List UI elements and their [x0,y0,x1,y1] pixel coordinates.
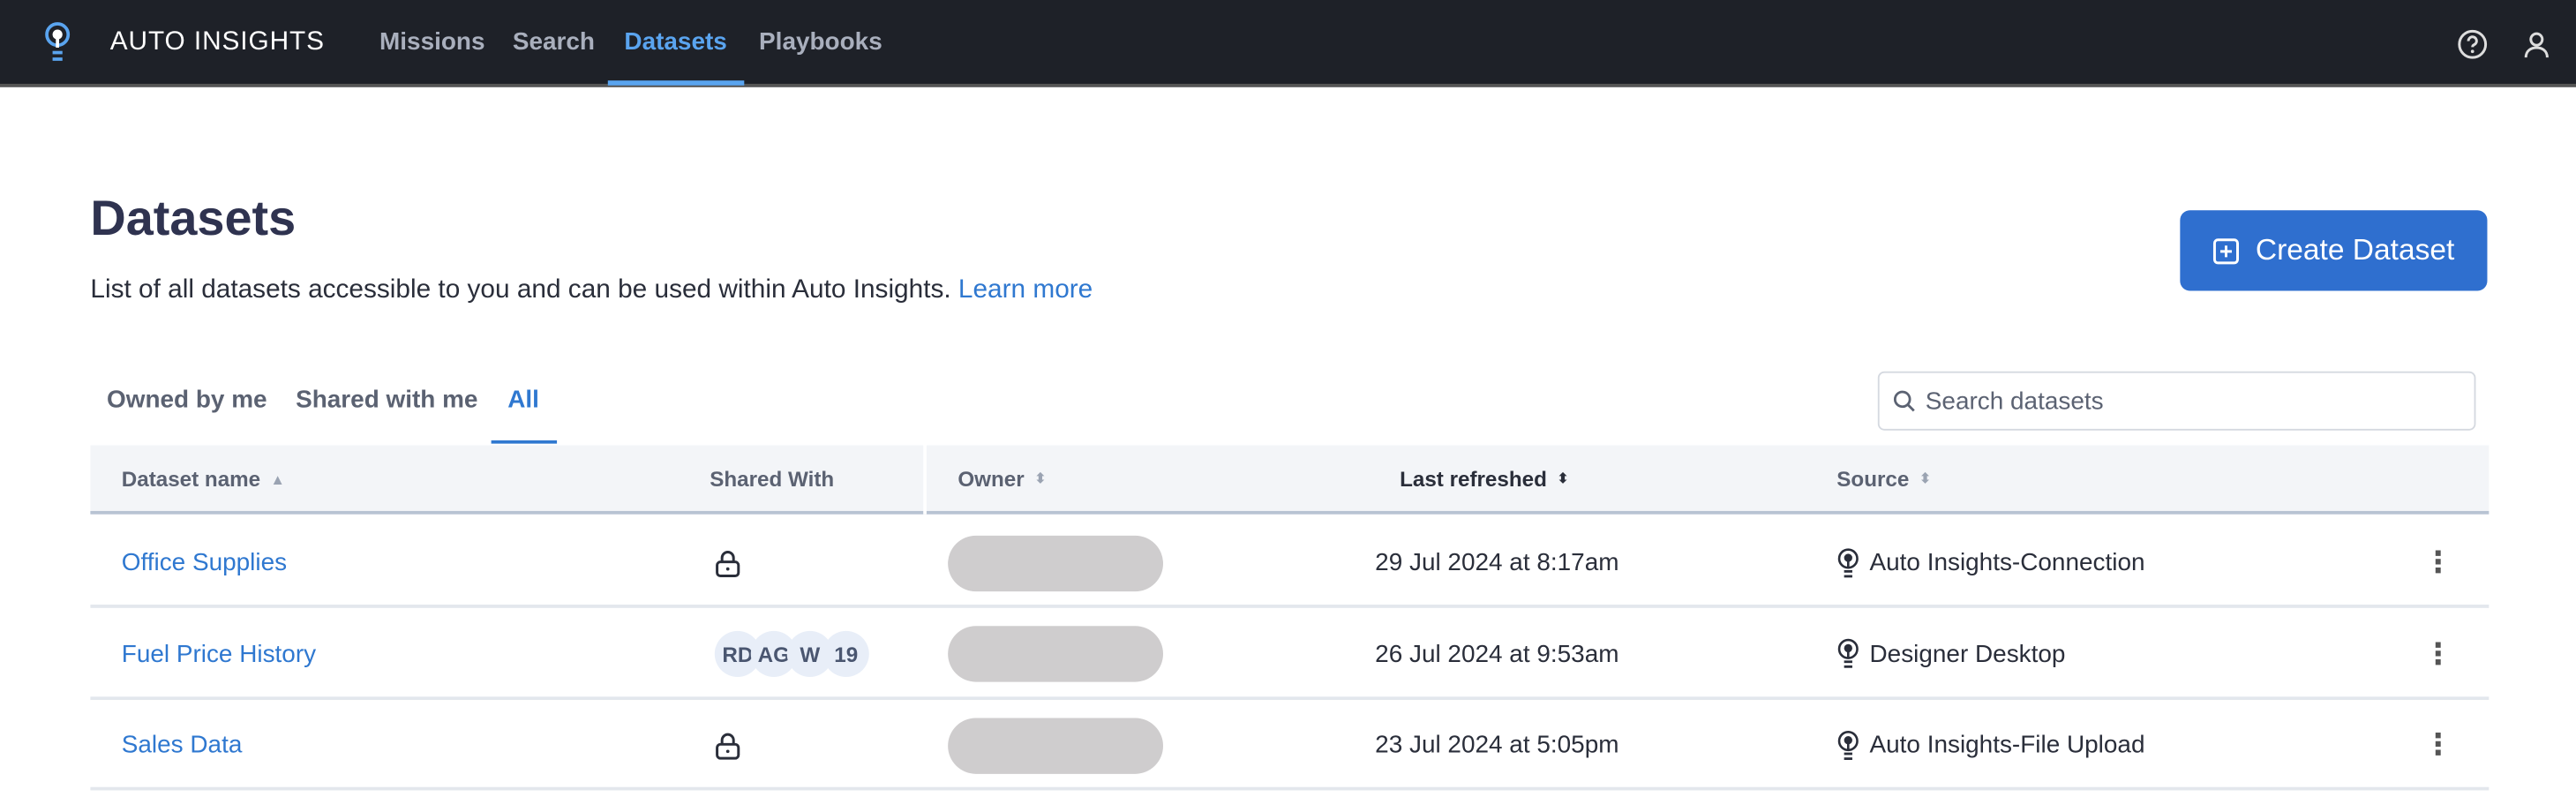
user-avatar[interactable]: AG [750,630,797,677]
plus-square-icon [2212,237,2239,264]
source-cell: Designer Desktop [1836,609,2065,699]
user-avatar[interactable]: 19 [822,630,869,677]
nav-missions[interactable]: Missions [379,27,485,56]
nav-playbooks[interactable]: Playbooks [759,27,882,56]
column-owner[interactable]: Owner ⬍ [958,467,1047,492]
table-row[interactable]: Fuel Price History RD AG W 19 26 Jul 2024 a… [90,609,2490,700]
owner-cell [948,609,1164,699]
owner-cell [948,517,1164,607]
last-refreshed: 23 Jul 2024 at 5:05pm [1375,731,1619,760]
brand-name: AUTO INSIGHTS [109,27,325,56]
source-label: Auto Insights-File Upload [1869,731,2145,760]
create-dataset-button[interactable]: Create Dataset [2180,210,2488,291]
owner-redacted [948,717,1164,773]
search-box[interactable] [1877,371,2476,431]
lock-icon [716,550,740,577]
shared-avatars: RD AG W 19 [714,630,869,677]
tab-all[interactable]: All [507,386,539,415]
auto-insights-source-icon [1837,730,1859,760]
column-label: Dataset name [121,466,261,492]
more-options-icon[interactable]: ⋮ [2422,636,2453,670]
owner-cell [948,700,1164,790]
page-title: Datasets [90,192,297,247]
auto-insights-source-icon [1837,638,1859,668]
source-label: Auto Insights-Connection [1869,548,2145,577]
column-divider [923,445,927,515]
sort-desc-icon: ⬍ [1557,470,1570,487]
sort-icon: ⬍ [1919,470,1932,487]
user-icon[interactable] [2522,30,2552,60]
column-shared-with: Shared With [710,467,834,492]
learn-more-link[interactable]: Learn more [958,275,1093,305]
last-refreshed: 26 Jul 2024 at 9:53am [1375,640,1619,668]
source-label: Designer Desktop [1869,640,2066,668]
dataset-name-link[interactable]: Fuel Price History [121,640,317,668]
sort-icon: ⬍ [1033,470,1047,487]
nav-search[interactable]: Search [512,27,595,56]
nav-datasets[interactable]: Datasets [624,27,727,56]
owner-redacted [948,626,1164,682]
source-cell: Auto Insights-File Upload [1836,700,2144,790]
lightbulb-logo-icon [45,22,71,61]
column-source[interactable]: Source ⬍ [1836,467,1931,492]
dataset-name-link[interactable]: Sales Data [121,731,243,760]
search-icon [1893,390,1915,412]
subtitle-text: List of all datasets accessible to you a… [90,275,951,305]
last-refreshed: 29 Jul 2024 at 8:17am [1375,548,1619,577]
sort-icon: ▲ [270,470,285,487]
table-row[interactable]: Office Supplies 29 Jul 2024 at 8:17am Au… [90,517,2490,608]
shared-with-cell: RD AG W 19 [714,609,869,699]
tab-owned-by-me[interactable]: Owned by me [107,386,267,415]
dataset-name-link[interactable]: Office Supplies [121,548,288,577]
owner-redacted [948,534,1164,591]
more-options-icon[interactable]: ⋮ [2422,727,2453,761]
tab-shared-with-me[interactable]: Shared with me [296,386,478,415]
help-icon[interactable] [2458,29,2488,60]
top-nav: AUTO INSIGHTS Missions Search Datasets P… [0,0,2576,87]
column-label: Last refreshed [1400,466,1547,492]
lock-icon [716,732,740,759]
column-dataset-name[interactable]: Dataset name ▲ [122,467,285,492]
create-dataset-label: Create Dataset [2255,233,2455,267]
column-label: Source [1836,466,1910,492]
page-subtitle: List of all datasets accessible to you a… [90,276,1093,306]
column-last-refreshed[interactable]: Last refreshed ⬍ [1400,467,1569,492]
shared-with-cell [715,700,741,790]
auto-insights-source-icon [1837,547,1859,577]
tab-active-indicator [491,440,558,444]
shared-with-cell [715,517,741,607]
source-cell: Auto Insights-Connection [1836,517,2145,607]
column-label: Shared With [710,466,835,492]
search-input[interactable] [1925,387,2452,416]
table-row[interactable]: Sales Data 23 Jul 2024 at 5:05pm Auto In… [90,700,2490,791]
column-label: Owner [958,466,1025,492]
more-options-icon[interactable]: ⋮ [2422,545,2453,579]
nav-active-indicator [607,80,745,86]
table-header: Dataset name ▲ Shared With Owner ⬍ Last re… [90,445,2490,515]
